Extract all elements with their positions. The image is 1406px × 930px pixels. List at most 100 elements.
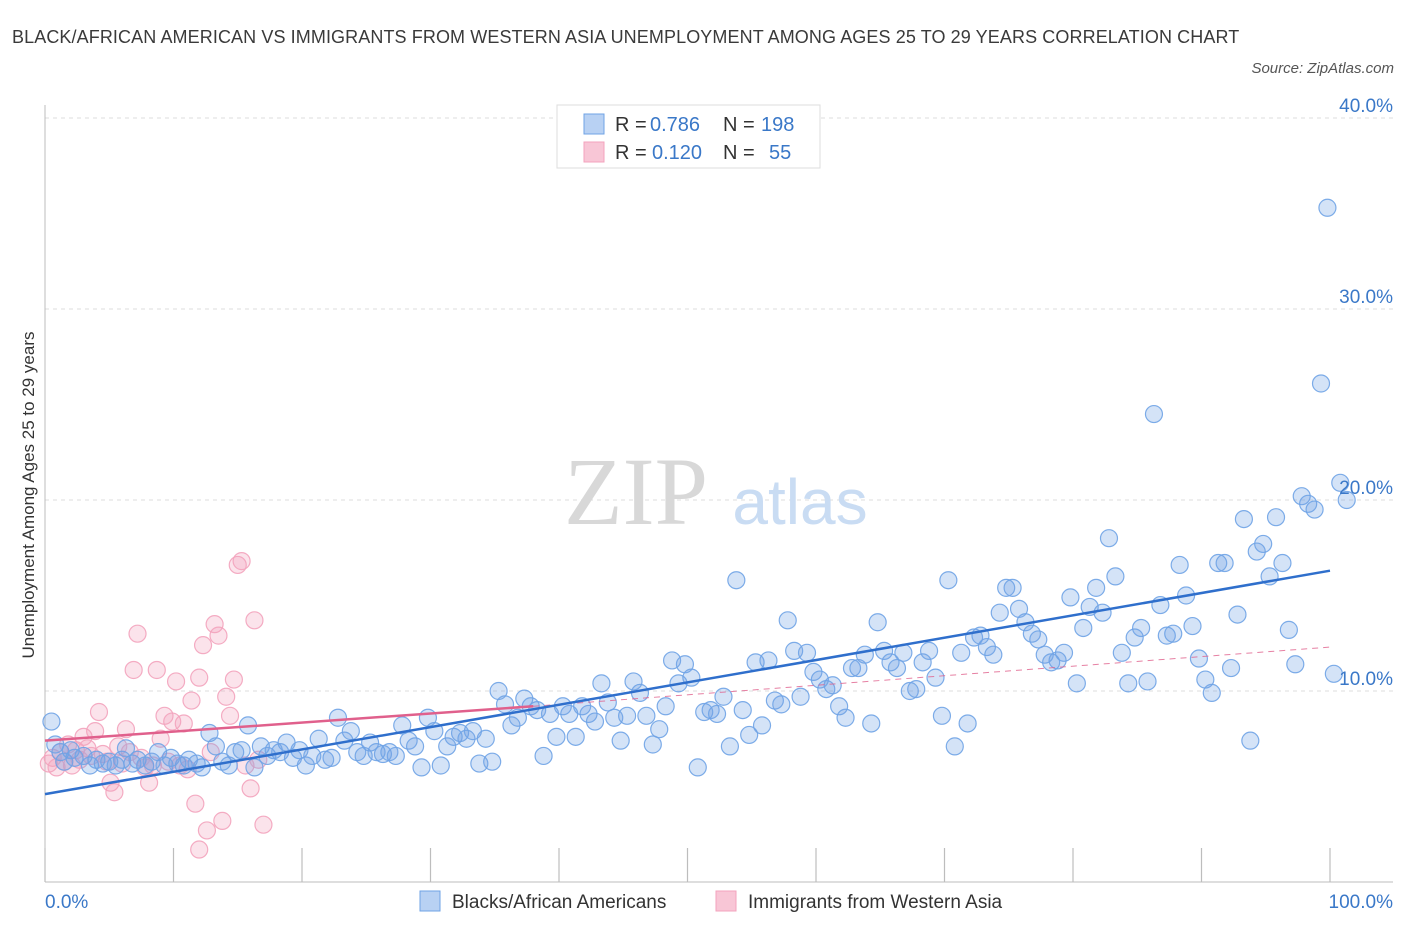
point-black-185 bbox=[1221, 658, 1241, 678]
point-black-200 bbox=[1318, 198, 1337, 217]
point-black-13 bbox=[116, 739, 136, 758]
point-black-125 bbox=[836, 708, 855, 727]
point-western-asia-38 bbox=[186, 794, 205, 813]
point-western-asia-37 bbox=[182, 691, 201, 710]
point-black-52 bbox=[367, 743, 386, 762]
bottom-legend-label-western-asia: Immigrants from Western Asia bbox=[748, 892, 1003, 913]
point-western-asia-45 bbox=[213, 811, 232, 830]
point-black-12 bbox=[112, 750, 132, 769]
point-western-asia-53 bbox=[245, 611, 264, 630]
point-black-160 bbox=[1061, 588, 1080, 607]
point-black-115 bbox=[772, 695, 791, 714]
point-black-144 bbox=[958, 714, 977, 733]
point-black-72 bbox=[495, 695, 515, 714]
point-western-asia-50 bbox=[232, 552, 251, 571]
trend-line-black bbox=[44, 569, 1331, 796]
point-black-193 bbox=[1273, 553, 1292, 573]
y-tick-label-10: 10.0% bbox=[1339, 669, 1393, 690]
point-black-135 bbox=[900, 681, 919, 701]
point-western-asia-26 bbox=[139, 773, 159, 792]
point-black-91 bbox=[618, 706, 637, 725]
point-western-asia-12 bbox=[86, 722, 105, 741]
point-black-94 bbox=[637, 706, 656, 725]
legend-r-value-1: 0.786 bbox=[650, 114, 700, 136]
point-black-90 bbox=[611, 731, 630, 750]
point-black-177 bbox=[1170, 555, 1189, 575]
point-black-151 bbox=[1003, 578, 1022, 597]
point-black-48 bbox=[341, 722, 360, 741]
chart-title: BLACK/AFRICAN AMERICAN VS IMMIGRANTS FRO… bbox=[12, 27, 1240, 47]
y-tick-label-30: 30.0% bbox=[1339, 287, 1393, 308]
point-western-asia-47 bbox=[220, 706, 240, 725]
point-black-66 bbox=[457, 729, 476, 748]
point-black-83 bbox=[566, 727, 585, 746]
y-tick-label-40: 40.0% bbox=[1339, 96, 1393, 117]
legend-n-value-1: 198 bbox=[761, 114, 794, 136]
point-western-asia-41 bbox=[197, 821, 217, 840]
bottom-legend: Blacks/African Americans Immigrants from… bbox=[419, 890, 1003, 913]
point-black-123 bbox=[823, 676, 842, 695]
source-label: Source: ZipAtlas.com bbox=[1251, 60, 1394, 77]
point-black-124 bbox=[830, 697, 849, 716]
point-black-31 bbox=[232, 741, 251, 760]
point-black-175 bbox=[1157, 626, 1176, 645]
trend-line-western-asia bbox=[44, 705, 534, 742]
point-black-162 bbox=[1074, 618, 1093, 638]
point-black-190 bbox=[1254, 534, 1273, 554]
point-black-119 bbox=[797, 643, 817, 662]
point-western-asia-43 bbox=[205, 615, 224, 634]
point-black-128 bbox=[855, 645, 874, 664]
point-black-203 bbox=[1337, 490, 1356, 510]
point-western-asia-48 bbox=[224, 670, 243, 689]
point-western-asia-29 bbox=[151, 729, 170, 748]
top-legend: R = 0.786 N = 198 R = 0.120 N = 55 bbox=[556, 104, 821, 169]
point-black-157 bbox=[1042, 653, 1061, 672]
point-western-asia-40 bbox=[193, 636, 213, 655]
point-black-27 bbox=[206, 737, 226, 756]
point-black-56 bbox=[393, 716, 412, 735]
point-black-148 bbox=[984, 645, 1003, 664]
point-black-87 bbox=[592, 674, 611, 693]
point-black-202 bbox=[1331, 473, 1350, 492]
point-western-asia-22 bbox=[124, 660, 143, 680]
point-black-96 bbox=[650, 720, 669, 739]
point-black-201 bbox=[1324, 664, 1343, 683]
point-black-187 bbox=[1234, 509, 1254, 529]
point-black-62 bbox=[431, 756, 450, 775]
y-axis-title: Unemployment Among Ages 25 to 29 years bbox=[19, 332, 38, 659]
point-black-199 bbox=[1311, 374, 1331, 393]
point-black-92 bbox=[624, 672, 643, 691]
legend-swatch-black bbox=[583, 113, 605, 135]
point-western-asia-33 bbox=[166, 672, 186, 691]
bottom-legend-swatch-western-asia bbox=[715, 890, 737, 912]
trend-line-western-asia-extension bbox=[533, 646, 1331, 707]
point-black-107 bbox=[720, 737, 740, 756]
point-black-192 bbox=[1266, 508, 1286, 527]
point-black-59 bbox=[412, 758, 431, 777]
point-black-129 bbox=[862, 714, 881, 733]
point-black-109 bbox=[733, 700, 752, 720]
point-black-194 bbox=[1279, 620, 1298, 639]
point-black-169 bbox=[1119, 674, 1138, 693]
point-black-3 bbox=[55, 752, 74, 771]
point-western-asia-44 bbox=[209, 626, 228, 645]
point-black-188 bbox=[1241, 731, 1260, 750]
point-black-166 bbox=[1099, 529, 1119, 548]
x-tick-label-0: 0.0% bbox=[45, 892, 88, 913]
point-black-58 bbox=[405, 737, 425, 756]
point-black-161 bbox=[1067, 674, 1086, 693]
legend-r-label-1: R = bbox=[615, 114, 647, 136]
point-black-138 bbox=[919, 641, 939, 660]
point-black-102 bbox=[688, 758, 707, 777]
point-black-73 bbox=[502, 716, 521, 735]
x-tick-label-100: 100.0% bbox=[1329, 892, 1394, 913]
y-tick-label-20: 20.0% bbox=[1339, 478, 1393, 499]
point-black-69 bbox=[476, 729, 495, 748]
point-black-159 bbox=[1054, 643, 1074, 662]
point-black-167 bbox=[1106, 567, 1125, 586]
tick-labels: 10.0% 20.0% 30.0% 40.0% 0.0% 100.0% bbox=[45, 96, 1393, 913]
point-black-189 bbox=[1247, 542, 1266, 561]
point-black-196 bbox=[1292, 487, 1311, 506]
watermark-atlas: atlas bbox=[732, 466, 867, 538]
point-black-147 bbox=[977, 637, 997, 657]
